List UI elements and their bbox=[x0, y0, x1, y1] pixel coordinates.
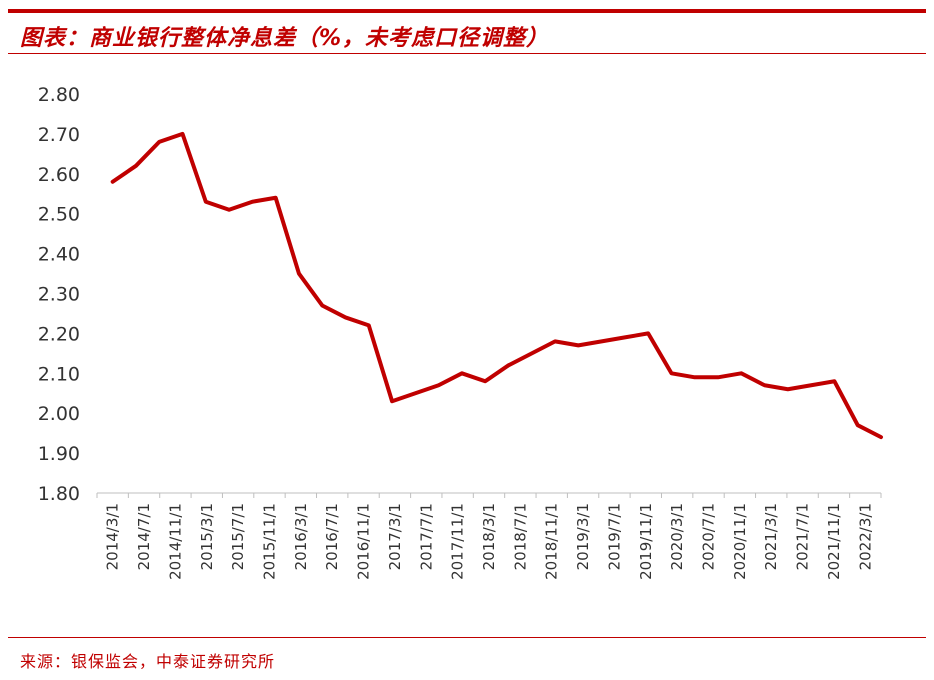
x-tick-label: 2021/7/1 bbox=[794, 503, 812, 570]
series-group bbox=[110, 131, 883, 440]
y-axis-ticks: 2.80 2.70 2.60 2.50 2.40 2.30 2.20 2.10 2.00 1.90… bbox=[38, 84, 80, 505]
x-tick-label: 2019/11/1 bbox=[637, 503, 655, 580]
x-tick-label: 2016/7/1 bbox=[323, 503, 341, 570]
x-tick-label: 2021/11/1 bbox=[825, 503, 843, 580]
y-tick-label: 2.20 bbox=[38, 323, 80, 345]
x-tick-label: 2021/3/1 bbox=[762, 503, 780, 570]
y-tick-label: 2.50 bbox=[38, 204, 80, 226]
chart-title: 图表：商业银行整体净息差（%，未考虑口径调整） bbox=[20, 26, 550, 51]
x-tick-label: 2019/3/1 bbox=[574, 503, 592, 570]
x-tick-label: 2019/7/1 bbox=[605, 503, 623, 570]
x-tick-label: 2014/7/1 bbox=[135, 503, 153, 570]
x-axis-ticks: 2014/3/1 2014/7/1 2014/11/1 2015/3/1 2015/7/… bbox=[104, 503, 875, 580]
x-tick-label: 2015/7/1 bbox=[229, 503, 247, 570]
x-tick-label: 2016/11/1 bbox=[355, 503, 373, 580]
y-tick-label: 2.70 bbox=[38, 124, 80, 146]
x-tick-label: 2014/3/1 bbox=[104, 503, 122, 570]
x-tick-label: 2020/11/1 bbox=[731, 503, 749, 580]
x-axis bbox=[96, 492, 882, 498]
x-tick-label: 2017/11/1 bbox=[449, 503, 467, 580]
title-divider bbox=[8, 53, 926, 54]
x-tick-label: 2015/3/1 bbox=[198, 503, 216, 570]
x-tick-label: 2016/3/1 bbox=[292, 503, 310, 570]
x-tick-label: 2018/3/1 bbox=[480, 503, 498, 570]
x-tick-label: 2015/11/1 bbox=[260, 503, 278, 580]
x-tick-label: 2014/11/1 bbox=[166, 503, 184, 580]
x-tick-label: 2017/7/1 bbox=[417, 503, 435, 570]
source-note: 来源：银保监会，中泰证券研究所 bbox=[20, 652, 276, 671]
x-tick-label: 2022/3/1 bbox=[856, 503, 874, 570]
x-tick-label: 2020/7/1 bbox=[700, 503, 718, 570]
x-tick-label: 2018/11/1 bbox=[543, 503, 561, 580]
bottom-divider bbox=[8, 637, 926, 638]
y-tick-label: 2.30 bbox=[38, 284, 80, 306]
x-tick-label: 2017/3/1 bbox=[386, 503, 404, 570]
x-tick-label: 2020/3/1 bbox=[668, 503, 686, 570]
x-tick-label: 2018/7/1 bbox=[511, 503, 529, 570]
series-line bbox=[110, 131, 883, 440]
y-tick-label: 1.80 bbox=[38, 483, 80, 505]
y-tick-label: 2.80 bbox=[38, 84, 80, 106]
y-tick-label: 2.40 bbox=[38, 244, 80, 266]
y-tick-label: 2.00 bbox=[38, 403, 80, 425]
y-tick-label: 2.60 bbox=[38, 164, 80, 186]
y-tick-label: 2.10 bbox=[38, 363, 80, 385]
top-rule bbox=[8, 9, 926, 13]
y-tick-label: 1.90 bbox=[38, 443, 80, 465]
